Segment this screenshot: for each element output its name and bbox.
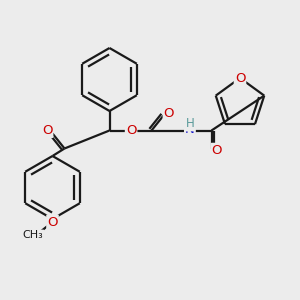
Text: N: N	[185, 123, 195, 136]
Text: CH₃: CH₃	[22, 230, 44, 241]
Text: O: O	[126, 124, 136, 137]
Text: H: H	[185, 117, 194, 130]
Text: O: O	[47, 215, 58, 229]
Text: O: O	[164, 106, 174, 120]
Text: O: O	[235, 71, 245, 85]
Text: O: O	[42, 124, 52, 137]
Text: O: O	[212, 144, 222, 157]
